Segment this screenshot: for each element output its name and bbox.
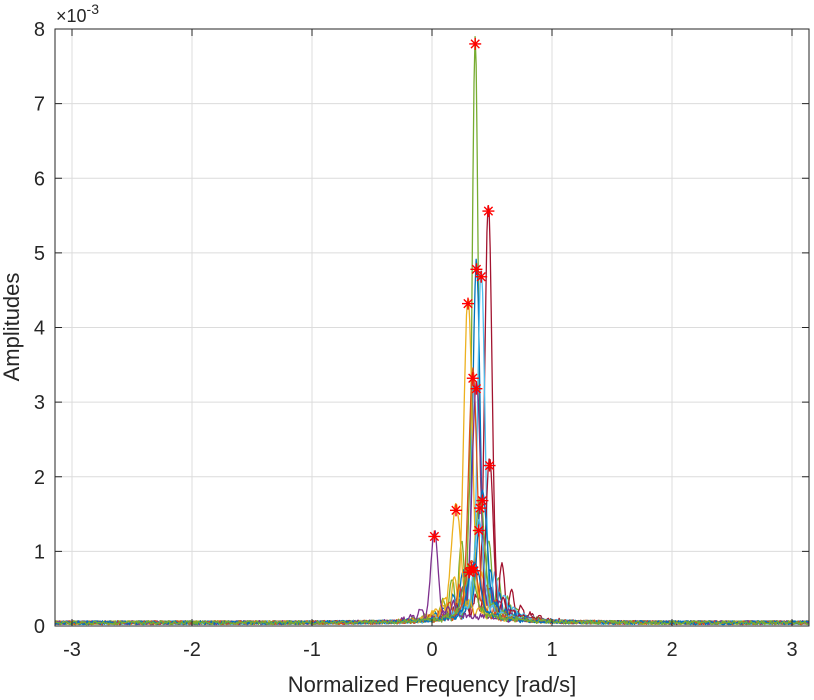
x-tick-label: 0: [426, 639, 437, 661]
y-tick-label: 5: [34, 243, 45, 265]
peak-marker: [466, 372, 479, 385]
x-tick-label: 2: [666, 639, 677, 661]
peak-marker: [428, 530, 441, 543]
y-tick-label: 8: [34, 19, 45, 41]
peak-marker: [470, 263, 483, 276]
tick-layer: -3 -2 -1 0 1 2 3 0 1 2 3 4 5 6 7 8: [34, 19, 809, 661]
peak-marker: [462, 297, 475, 310]
peak-marker: [472, 524, 485, 537]
peak-marker: [474, 502, 487, 515]
peak-marker: [475, 270, 488, 283]
peak-marker: [470, 382, 483, 395]
peak-marker: [463, 566, 476, 579]
y-tick-label: 1: [34, 541, 45, 563]
y-tick-label: 2: [34, 467, 45, 489]
x-tick-label: -1: [303, 639, 321, 661]
y-tick-label: 3: [34, 392, 45, 414]
x-tick-label: 3: [786, 639, 797, 661]
peak-marker-layer: [428, 37, 496, 579]
y-tick-label: 6: [34, 168, 45, 190]
x-axis-label: Normalized Frequency [rad/s]: [288, 672, 577, 697]
y-tick-label: 0: [34, 616, 45, 638]
x-tick-label: 1: [546, 639, 557, 661]
y-exponent-label: ×10-3: [56, 1, 99, 26]
peak-marker: [450, 504, 463, 517]
y-axis-label: Amplitudes: [0, 273, 24, 382]
x-tick-label: -2: [183, 639, 201, 661]
peak-marker: [482, 205, 495, 218]
peak-marker: [483, 459, 496, 472]
peak-marker: [469, 37, 482, 50]
x-tick-label: -3: [63, 639, 81, 661]
y-tick-label: 7: [34, 94, 45, 116]
y-tick-label: 4: [34, 318, 45, 340]
